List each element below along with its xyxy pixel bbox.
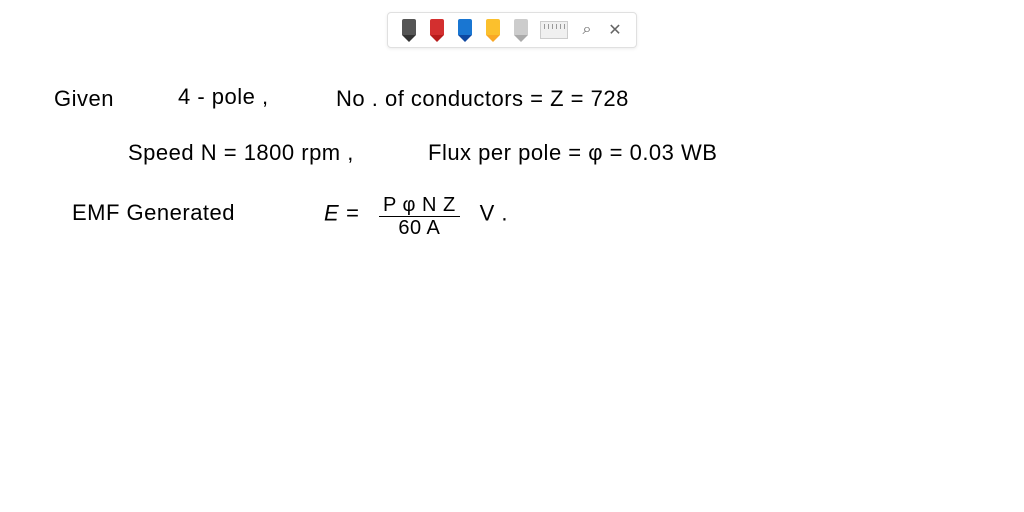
text-emf-formula: E = P φ N Z 60 A V . <box>324 192 508 237</box>
pencil-tip <box>458 35 472 42</box>
text-emf-label: EMF Generated <box>72 200 235 226</box>
drawing-toolbar: ⌕ ✕ <box>387 12 637 48</box>
ruler-tool[interactable] <box>540 21 568 39</box>
zoom-icon[interactable]: ⌕ <box>578 21 596 39</box>
pencil-yellow[interactable] <box>484 19 502 41</box>
formula-unit: V . <box>480 200 508 225</box>
pencil-body <box>430 19 444 35</box>
pencil-tip <box>486 35 500 42</box>
text-flux: Flux per pole = φ = 0.03 WB <box>428 140 717 166</box>
pencil-body <box>486 19 500 35</box>
pencil-tip <box>402 35 416 42</box>
pencil-tip <box>514 35 528 42</box>
pencil-red[interactable] <box>428 19 446 41</box>
text-speed: Speed N = 1800 rpm , <box>128 140 354 166</box>
formula-denominator: 60 A <box>394 217 444 239</box>
text-given: Given <box>54 86 114 112</box>
formula-fraction: P φ N Z 60 A <box>379 194 460 239</box>
pencil-body <box>514 19 528 35</box>
formula-numerator: P φ N Z <box>379 194 460 217</box>
pencil-body <box>458 19 472 35</box>
pencil-body <box>402 19 416 35</box>
pencil-black[interactable] <box>400 19 418 41</box>
pencil-blue[interactable] <box>456 19 474 41</box>
formula-lhs: E = <box>324 200 359 225</box>
text-poles: 4 - pole , <box>178 84 269 110</box>
text-conductors: No . of conductors = Z = 728 <box>336 86 629 112</box>
pencil-tip <box>430 35 444 42</box>
pencil-gray[interactable] <box>512 19 530 41</box>
close-icon[interactable]: ✕ <box>606 21 624 39</box>
